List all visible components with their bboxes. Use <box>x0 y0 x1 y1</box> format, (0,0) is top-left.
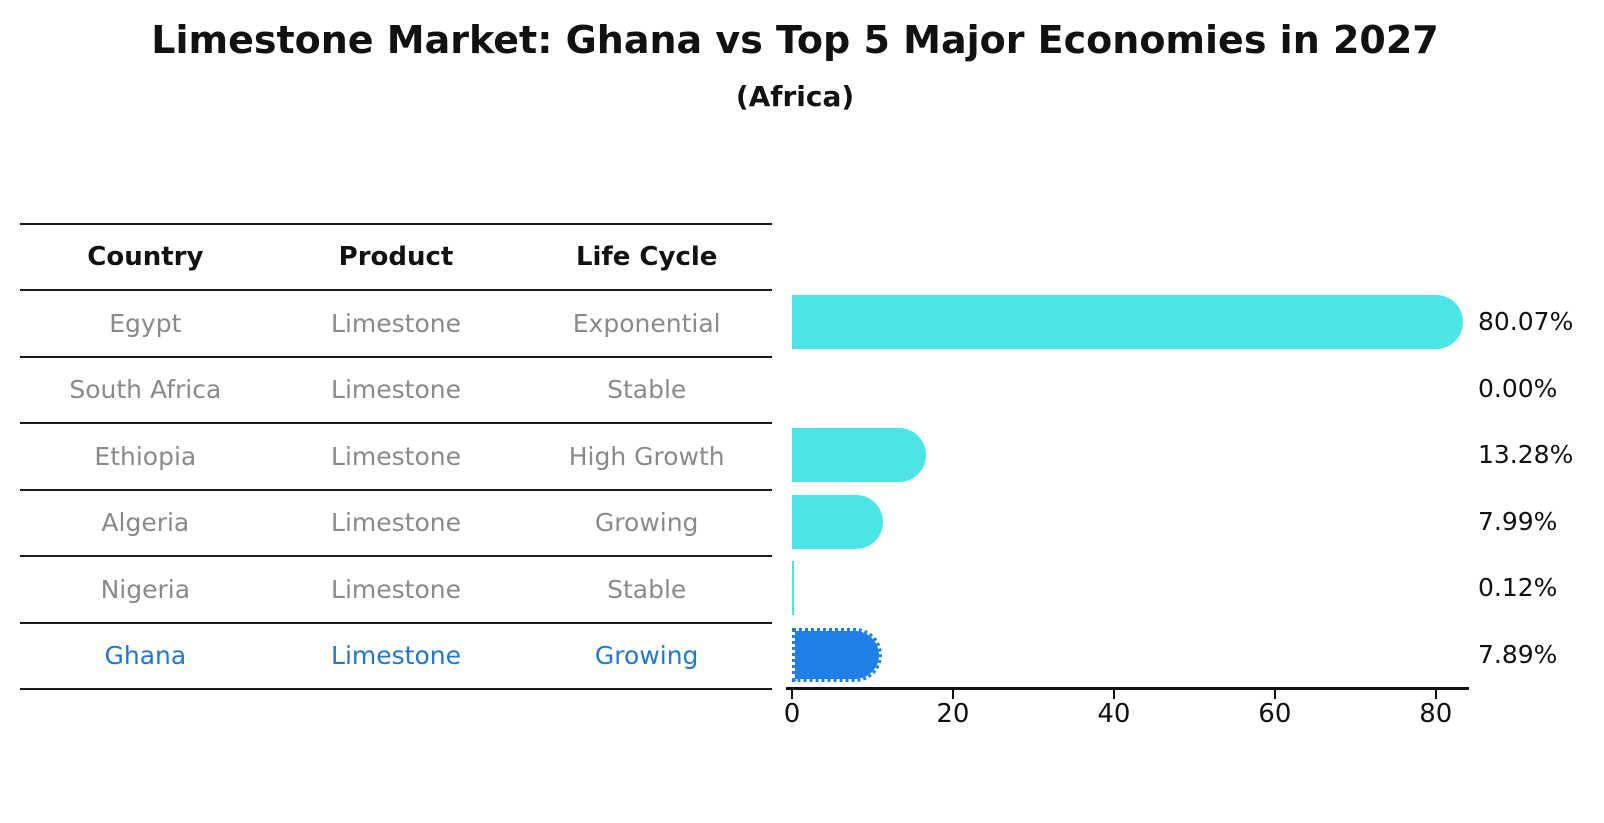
cell-country: Algeria <box>101 508 190 538</box>
x-axis-tick-label: 80 <box>1419 699 1453 729</box>
bar-row <box>792 356 1472 423</box>
cell-life-cycle: High Growth <box>568 441 725 471</box>
cell-life-cycle: Stable <box>607 574 687 604</box>
bar-plot-area <box>792 289 1472 688</box>
table-header-row: Country Product Life Cycle <box>20 225 772 291</box>
table-row: Algeria Limestone Growing <box>20 491 772 557</box>
bar <box>792 494 884 549</box>
cell-life-cycle: Stable <box>607 375 687 405</box>
x-axis-tick-label: 60 <box>1258 699 1292 729</box>
cell-country: Egypt <box>109 308 182 338</box>
bar <box>792 295 1464 350</box>
x-axis-tick-label: 20 <box>936 699 970 729</box>
value-label: 7.99% <box>1478 506 1558 536</box>
x-axis-line <box>786 687 1469 690</box>
table-row: South Africa Limestone Stable <box>20 358 772 424</box>
bar-row <box>792 555 1472 622</box>
bar-highlight-ghana <box>792 627 883 682</box>
bar-row <box>792 422 1472 489</box>
x-axis-tick-label: 0 <box>783 699 801 729</box>
value-label: 80.07% <box>1478 307 1574 336</box>
cell-life-cycle: Exponential <box>572 308 721 338</box>
cell-product: Limestone <box>331 574 461 604</box>
column-header-life-cycle: Life Cycle <box>575 242 718 272</box>
chart-title: Limestone Market: Ghana vs Top 5 Major E… <box>151 18 1439 62</box>
x-axis-tick <box>1273 690 1276 699</box>
bar <box>792 428 926 483</box>
bar-row <box>792 289 1472 356</box>
x-axis-tick <box>951 690 954 699</box>
cell-country: Ethiopia <box>94 441 197 471</box>
cell-country: South Africa <box>69 375 222 405</box>
cell-product: Limestone <box>331 641 461 671</box>
x-axis-tick-label: 40 <box>1097 699 1131 729</box>
table-row: Ethiopia Limestone High Growth <box>20 424 772 491</box>
bar <box>792 561 794 616</box>
bar-row <box>792 489 1472 556</box>
value-label: 7.89% <box>1478 639 1558 669</box>
x-axis-tick <box>1112 690 1115 699</box>
cell-product: Limestone <box>331 375 461 405</box>
cell-product: Limestone <box>331 508 461 538</box>
value-label: 0.00% <box>1478 373 1558 403</box>
cell-life-cycle: Growing <box>594 508 699 538</box>
column-header-country: Country <box>87 242 204 272</box>
value-label-column: 80.07% 0.00% 13.28% 7.99% 0.12% 7.89% <box>1478 289 1604 688</box>
cell-life-cycle: Growing <box>594 641 699 671</box>
cell-country: Ghana <box>104 641 187 671</box>
table-row: Ghana Limestone Growing <box>20 624 772 690</box>
cell-product: Limestone <box>331 441 461 471</box>
country-table: Country Product Life Cycle Egypt Limeston… <box>20 223 772 690</box>
column-header-product: Product <box>338 242 454 272</box>
x-axis-tick <box>1434 690 1437 699</box>
table-row: Egypt Limestone Exponential <box>20 291 772 358</box>
value-label: 0.12% <box>1478 573 1558 602</box>
table-row: Nigeria Limestone Stable <box>20 557 772 624</box>
cell-country: Nigeria <box>100 574 191 604</box>
bar-row <box>792 622 1472 689</box>
x-axis-tick <box>791 690 793 699</box>
cell-product: Limestone <box>331 308 461 338</box>
chart-subtitle: (Africa) <box>735 80 855 113</box>
value-label: 13.28% <box>1478 440 1574 469</box>
